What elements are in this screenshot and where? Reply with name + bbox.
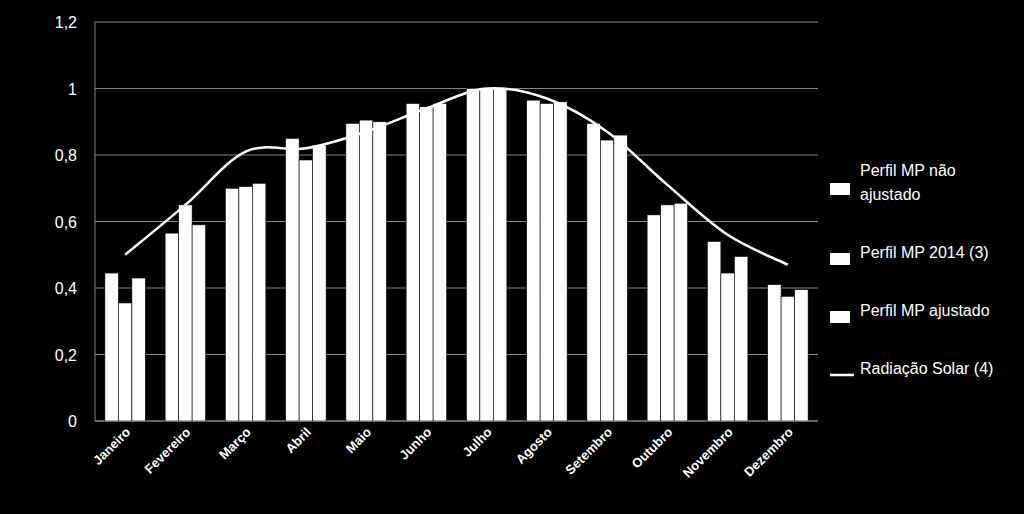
bar <box>734 256 748 421</box>
y-tick-label: 0 <box>68 413 77 430</box>
bar <box>768 285 782 421</box>
bar <box>587 123 601 421</box>
bar <box>614 135 628 421</box>
bar <box>299 160 313 421</box>
bar <box>433 103 447 421</box>
bar <box>647 215 661 421</box>
bar <box>192 225 206 421</box>
legend-swatch <box>830 183 850 195</box>
y-tick-label: 0,8 <box>55 147 77 164</box>
bar <box>286 138 300 421</box>
bar <box>165 233 179 421</box>
bar <box>554 102 568 421</box>
bar <box>795 290 809 421</box>
legend-swatch <box>830 311 850 323</box>
x-tick-label: Abril <box>282 425 314 457</box>
x-tick-label: Março <box>216 424 254 462</box>
bar <box>239 187 253 421</box>
bar <box>252 183 266 421</box>
y-tick-label: 1 <box>68 81 77 98</box>
y-tick-label: 0,2 <box>55 347 77 364</box>
bar <box>540 103 554 421</box>
bar <box>493 89 507 422</box>
legend-label: Perfil MP ajustado <box>860 302 990 319</box>
x-tick-label: Janeiro <box>90 424 133 467</box>
bar <box>118 303 132 421</box>
bar <box>346 123 360 421</box>
line <box>125 88 788 265</box>
y-tick-label: 1,2 <box>55 14 77 31</box>
y-axis <box>95 22 96 421</box>
legend-label: Radiação Solar (4) <box>860 360 993 377</box>
bar <box>179 205 193 421</box>
x-tick-label: Agosto <box>513 424 555 466</box>
bar <box>105 273 119 421</box>
bar <box>600 140 614 421</box>
x-tick-label: Julho <box>460 424 495 459</box>
bar <box>359 120 373 421</box>
bar <box>674 203 688 421</box>
x-tick-label: Junho <box>396 424 434 462</box>
x-tick-label: Fevereiro <box>141 424 193 476</box>
y-tick-label: 0,4 <box>55 280 77 297</box>
grid-line <box>95 88 818 89</box>
x-tick-label: Setembro <box>562 424 615 477</box>
bar <box>313 145 327 421</box>
grid-line <box>95 22 818 23</box>
legend-swatch <box>830 374 854 377</box>
bar <box>132 278 146 421</box>
bar <box>781 296 795 421</box>
x-tick-label: Outubro <box>629 424 676 471</box>
bar <box>527 100 541 421</box>
bar <box>373 122 387 421</box>
x-tick-label: Maio <box>343 424 375 456</box>
chart: 0 0,2 0,4 0,6 0,8 1 1,2 JaneiroFevereiro Março Ab… <box>0 0 1024 514</box>
plot-area <box>105 88 808 421</box>
grid-line <box>95 155 818 156</box>
legend-label: Perfil MP 2014 (3) <box>860 244 989 261</box>
bar <box>420 107 434 421</box>
legend-label: Perfil MP não ajustado <box>860 162 960 203</box>
bar <box>707 241 721 421</box>
bar <box>406 103 420 421</box>
background <box>0 0 1024 514</box>
bar <box>480 89 494 422</box>
bar <box>466 89 480 422</box>
x-tick-label: Novembro <box>680 424 736 480</box>
x-tick-label: Dezembro <box>741 424 796 479</box>
bar <box>225 188 239 421</box>
bar <box>721 273 735 421</box>
y-tick-label: 0,6 <box>55 214 77 231</box>
legend-swatch <box>830 253 850 265</box>
bar <box>661 205 675 421</box>
